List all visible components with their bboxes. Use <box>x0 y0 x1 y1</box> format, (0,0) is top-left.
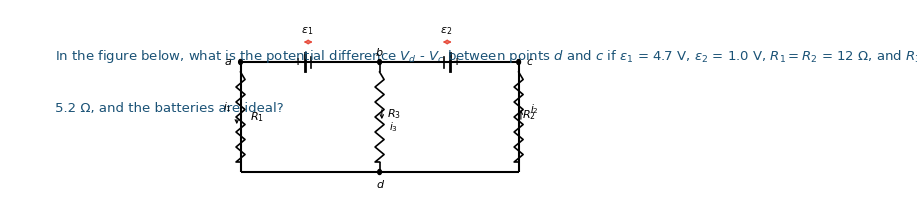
Text: $i_1$: $i_1$ <box>223 100 231 114</box>
Text: 5.2 Ω, and the batteries are ideal?: 5.2 Ω, and the batteries are ideal? <box>55 102 283 115</box>
Text: +: + <box>453 57 461 67</box>
Text: −: − <box>310 57 318 67</box>
Text: $i_3$: $i_3$ <box>390 120 398 134</box>
Text: c: c <box>526 57 532 67</box>
Text: $\varepsilon_2$: $\varepsilon_2$ <box>439 25 452 37</box>
Text: $R_1$: $R_1$ <box>250 110 264 124</box>
Circle shape <box>238 59 242 64</box>
Text: a: a <box>225 57 231 67</box>
Circle shape <box>378 169 381 174</box>
Text: +: + <box>294 57 303 67</box>
Text: $R_3$: $R_3$ <box>387 107 401 121</box>
Text: $R_2$: $R_2$ <box>522 108 536 122</box>
Text: d: d <box>376 180 383 190</box>
Circle shape <box>517 59 521 64</box>
Text: $\varepsilon_1$: $\varepsilon_1$ <box>301 25 313 37</box>
Text: b: b <box>376 48 383 58</box>
Text: −: − <box>436 57 444 67</box>
Text: In the figure below, what is the potential difference $V_d$ - $V_c$ between poin: In the figure below, what is the potenti… <box>55 48 917 65</box>
Circle shape <box>378 59 381 64</box>
Text: $i_2$: $i_2$ <box>530 102 538 116</box>
